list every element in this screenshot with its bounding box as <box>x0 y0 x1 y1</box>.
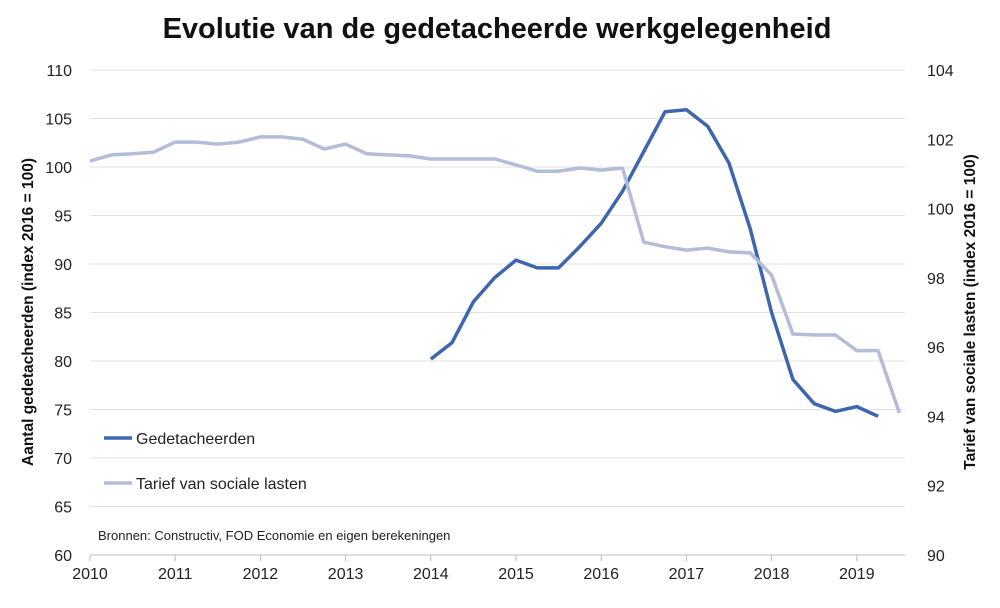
x-tick-label: 2016 <box>583 566 619 583</box>
y-tick-label: 105 <box>45 112 72 129</box>
y-tick-label: 100 <box>45 160 72 177</box>
y2-tick-label: 98 <box>927 271 945 288</box>
y2-tick-label: 96 <box>927 340 945 357</box>
y-tick-label: 75 <box>54 403 72 420</box>
y2-tick-label: 90 <box>927 548 945 565</box>
x-tick-label: 2019 <box>839 566 875 583</box>
source-note: Bronnen: Constructiv, FOD Economie en ei… <box>98 528 450 543</box>
series-line-gedetacheerden <box>429 108 879 418</box>
y2-tick-label: 104 <box>927 63 954 80</box>
series-line-tarief <box>89 135 902 414</box>
y-tick-label: 95 <box>54 209 72 226</box>
y2-axis-title: Tarief van sociale lasten (index 2016 = … <box>962 154 979 469</box>
x-tick-label: 2012 <box>243 566 279 583</box>
y2-tick-label: 102 <box>927 132 954 149</box>
legend-label-gedetacheerden: Gedetacheerden <box>136 431 255 448</box>
x-tick-label: 2010 <box>72 566 108 583</box>
x-tick-label: 2017 <box>669 566 705 583</box>
y-tick-label: 85 <box>54 306 72 323</box>
y-axis-title: Aantal gedetacheerden (index 2016 = 100) <box>20 158 37 466</box>
y-tick-label: 65 <box>54 500 72 517</box>
x-tick-label: 2015 <box>498 566 534 583</box>
y-tick-label: 90 <box>54 257 72 274</box>
y-tick-label: 70 <box>54 451 72 468</box>
legend-label-tarief: Tarief van sociale lasten <box>136 476 307 493</box>
x-tick-label: 2018 <box>754 566 790 583</box>
y-tick-label: 80 <box>54 354 72 371</box>
y-tick-label: 60 <box>54 548 72 565</box>
x-tick-label: 2011 <box>158 566 193 583</box>
x-tick-label: 2013 <box>328 566 364 583</box>
x-tick-label: 2014 <box>413 566 449 583</box>
chart-title: Evolutie van de gedetacheerde werkgelege… <box>163 13 832 45</box>
y2-tick-label: 92 <box>927 479 945 496</box>
legend: Gedetacheerden Tarief van sociale lasten <box>104 431 307 493</box>
y2-tick-label: 94 <box>927 409 945 426</box>
y-tick-label: 110 <box>46 63 72 80</box>
y2-tick-label: 100 <box>927 202 954 219</box>
